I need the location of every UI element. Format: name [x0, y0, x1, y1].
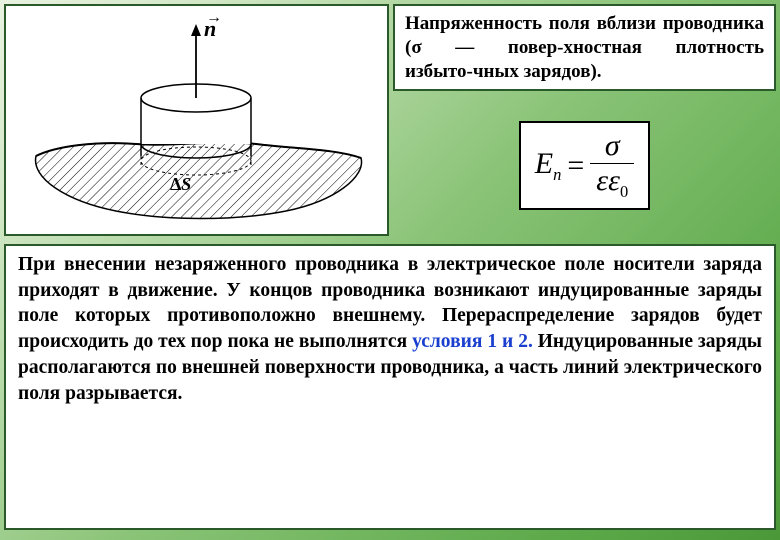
s-char: S [181, 174, 191, 194]
title-text-2: избыто-чных зарядов). [405, 60, 764, 84]
formula-sub-n: n [553, 165, 561, 184]
formula-area: En = σ εε0 [393, 95, 776, 236]
formula: En = σ εε0 [535, 131, 634, 201]
title-text-1: Напряженность поля вблизи проводника (σ … [405, 13, 764, 58]
formula-fraction: σ εε0 [590, 131, 634, 201]
body-text-box: При внесении незаряженного проводника в … [4, 244, 776, 530]
formula-box: En = σ εε0 [519, 121, 650, 211]
formula-lhs: En [535, 147, 562, 185]
body-text-highlight: условия 1 и 2. [412, 331, 533, 352]
vector-n-label: n [204, 16, 216, 42]
formula-eq: = [567, 149, 584, 183]
right-column: Напряженность поля вблизи проводника (σ … [393, 4, 776, 236]
formula-eps2: ε [608, 164, 620, 197]
top-row: → n ΔS Напряженность поля вблизи проводн… [4, 4, 776, 236]
area-label: ΔS [170, 174, 191, 195]
slide-container: → n ΔS Напряженность поля вблизи проводн… [0, 0, 780, 540]
formula-E: E [535, 147, 553, 180]
formula-numerator: σ [599, 131, 626, 163]
gauss-surface-diagram [6, 6, 387, 234]
formula-denominator: εε0 [590, 163, 634, 201]
delta-char: Δ [170, 174, 181, 194]
title-box: Напряженность поля вблизи проводника (σ … [393, 4, 776, 91]
formula-eps1: ε [596, 164, 608, 197]
formula-sub-0: 0 [620, 182, 628, 201]
diagram-box: → n ΔS [4, 4, 389, 236]
